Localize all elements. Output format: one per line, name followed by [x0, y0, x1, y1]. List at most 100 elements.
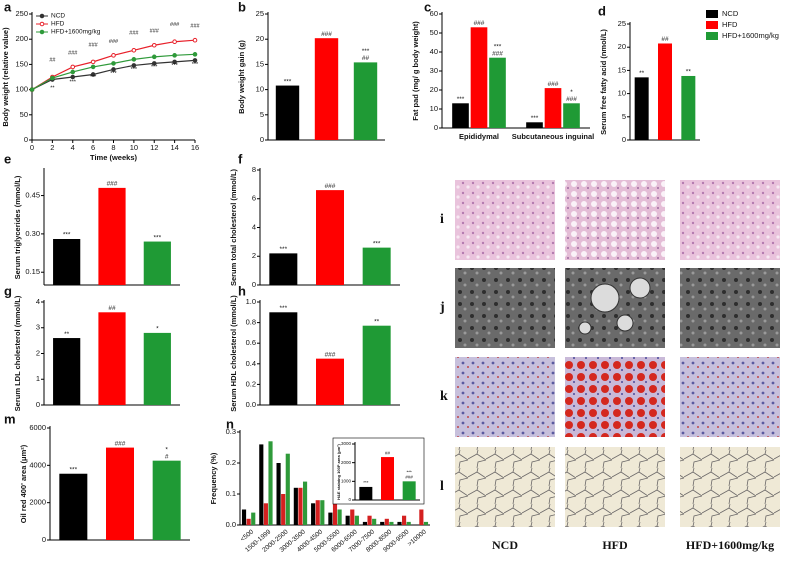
bar [367, 515, 372, 525]
significance-label: *** [280, 246, 288, 253]
bar [316, 190, 344, 285]
y-tick-label: 3000 [341, 441, 352, 446]
y-tick-label: 60 [430, 9, 438, 18]
row-label: j [439, 300, 445, 315]
y-tick-label: 4 [252, 222, 256, 231]
legend-swatch [706, 32, 718, 40]
significance-label: *** [110, 71, 117, 77]
bar [384, 518, 389, 525]
legend-marker [39, 13, 45, 19]
micrograph [455, 357, 555, 437]
y-tick-label: 1.0 [246, 297, 256, 306]
bar [389, 521, 394, 525]
data-point [111, 67, 116, 72]
micrograph [680, 180, 780, 260]
bar [302, 481, 308, 525]
data-point [29, 87, 35, 92]
significance-label: # [165, 453, 169, 460]
significance-label: ### [129, 31, 139, 37]
y-tick-label: 20 [430, 85, 438, 94]
y-tick-label: 1000 [341, 479, 352, 484]
y-tick-label: 0 [434, 123, 438, 132]
y-tick-label: 15 [618, 65, 626, 74]
bar [314, 38, 339, 140]
significance-label: ### [566, 96, 577, 103]
legend-label: HFD+1600mg/kg [51, 29, 101, 36]
y-tick-label: 0.0 [226, 520, 236, 529]
bar [362, 325, 391, 405]
y-tick-label: 30 [430, 66, 438, 75]
x-tick-label: 0 [30, 143, 34, 152]
y-axis-label: Body weight gain (g) [237, 40, 246, 114]
significance-label: ### [109, 39, 119, 45]
y-axis-label: Serum LDL cholesterol (mmol/L) [13, 295, 22, 411]
y-axis-label: Serum total cholesterol (mmol/L) [229, 168, 238, 286]
y-tick-label: 0.45 [25, 191, 40, 200]
y-tick-label: 0.15 [25, 267, 40, 276]
y-axis-label: Frequency (%) [209, 452, 218, 504]
micrograph [680, 268, 780, 348]
significance-label: ### [115, 440, 126, 447]
y-tick-label: 200 [15, 34, 28, 43]
y-tick-label: 2 [36, 348, 40, 357]
bar [406, 521, 411, 525]
data-point [172, 59, 177, 65]
y-tick-label: 10 [430, 104, 438, 113]
significance-label: *** [154, 234, 162, 241]
data-point [131, 57, 137, 62]
bar [276, 463, 281, 525]
legend-label: HFD+1600mg/kg [722, 31, 779, 40]
y-tick-label: 0 [260, 135, 264, 144]
data-point [192, 58, 198, 63]
y-tick-label: 2 [252, 251, 256, 260]
data-point [192, 37, 198, 43]
x-tick-label: 8 [111, 143, 115, 152]
bar [53, 338, 81, 405]
micrograph [455, 447, 555, 527]
y-tick-label: 0 [252, 280, 256, 289]
y-tick-label: 50 [20, 110, 28, 119]
bar [489, 57, 506, 129]
y-tick-label: 10 [618, 89, 626, 98]
bar [526, 122, 543, 128]
y-tick-label: 20 [618, 42, 626, 51]
bar [281, 494, 286, 525]
significance-label: ### [89, 42, 99, 48]
row-label: l [440, 479, 444, 494]
significance-label: ### [325, 183, 336, 190]
bar [332, 503, 338, 525]
significance-label: *** [362, 48, 370, 55]
data-point [90, 59, 96, 65]
panel-label: g [4, 283, 12, 298]
y-tick-label: 25 [618, 19, 626, 28]
legend-swatch [706, 10, 718, 18]
significance-label: *** [363, 480, 369, 485]
significance-label: * [165, 446, 168, 453]
y-tick-label: 40 [430, 47, 438, 56]
significance-label: *** [280, 305, 288, 312]
micrograph [455, 180, 555, 260]
y-tick-label: 4 [36, 297, 40, 306]
significance-label: ## [362, 55, 370, 62]
bar [269, 253, 298, 285]
bar [311, 503, 316, 525]
bar [298, 487, 303, 525]
y-tick-label: 0.2 [226, 458, 236, 467]
y-tick-label: 100 [15, 85, 28, 94]
x-tick-label: Epididymal [459, 132, 499, 141]
bar [315, 500, 320, 525]
significance-label: ** [639, 70, 645, 77]
y-tick-label: 50 [430, 28, 438, 37]
significance-label: *** [531, 115, 539, 122]
bar [98, 187, 126, 285]
bar [259, 444, 264, 525]
significance-label: *** [131, 67, 138, 73]
y-tick-label: 0.0 [246, 400, 256, 409]
significance-label: ## [49, 57, 56, 63]
bar [681, 75, 696, 140]
bar [397, 521, 402, 525]
significance-label: *** [70, 79, 77, 85]
significance-label: *** [192, 62, 199, 68]
significance-label: ** [686, 69, 692, 76]
panel-label: c [424, 0, 431, 14]
